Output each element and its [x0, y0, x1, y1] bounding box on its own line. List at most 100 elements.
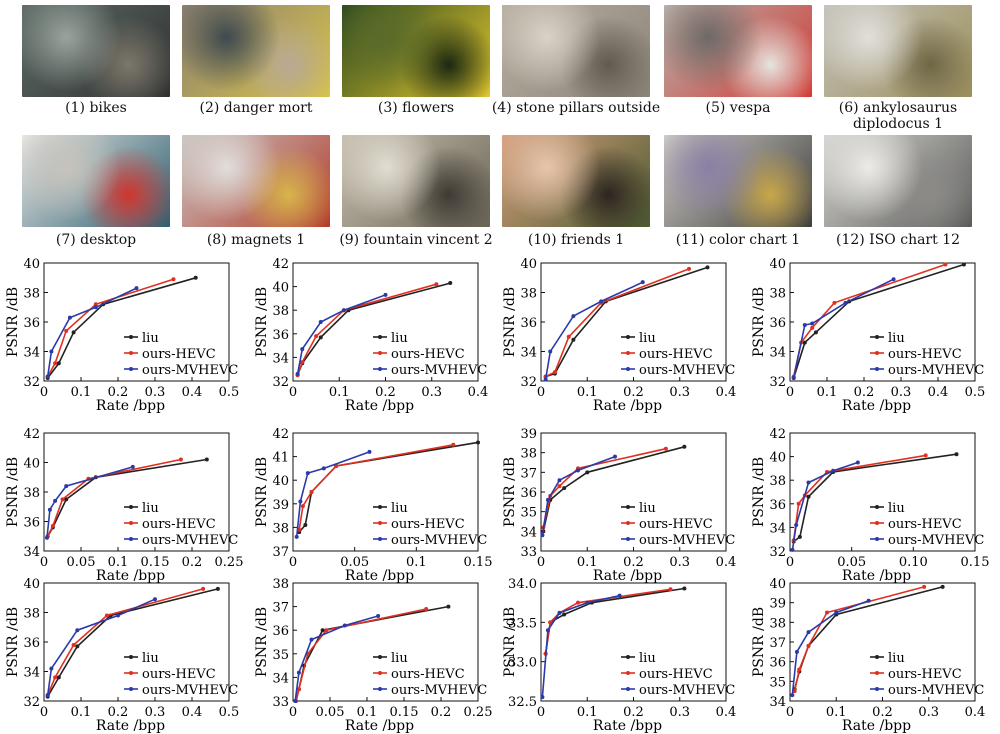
legend-marker: [378, 671, 382, 675]
chart-panel: 0 0.1 0.2 0.3 0.4 32 34 36 38 40 Rate /bpp PSNR /dB…: [502, 257, 736, 414]
legend-label: liu: [888, 331, 905, 346]
data-point: [794, 523, 799, 528]
legend-label: ours-MVHEVC: [142, 363, 238, 378]
legend-marker: [626, 671, 630, 675]
legend-marker: [875, 655, 879, 659]
y-tick-label: 32: [23, 375, 40, 390]
x-axis-label: Rate /bpp: [842, 568, 911, 584]
x-tick-label: 0.15: [390, 705, 419, 720]
data-point: [71, 642, 76, 647]
thumbnail-caption: (6) ankylosaurus diplodocus 1: [838, 100, 958, 132]
data-point: [682, 586, 687, 591]
data-point: [56, 361, 61, 366]
y-tick-label: 40: [769, 577, 786, 592]
legend-marker: [129, 537, 133, 541]
legend-label: ours-MVHEVC: [391, 363, 487, 378]
x-tick-label: 0.05: [316, 705, 345, 720]
chart-panel: 0 0.1 0.2 0.3 0.4 0.5 32 34 36 38 40 Rate /bpp PSNR …: [751, 257, 985, 414]
data-point: [552, 370, 557, 375]
x-tick-label: 0.2: [623, 555, 644, 570]
thumbnail-caption: (1) bikes: [65, 100, 127, 116]
y-tick-label: 32: [520, 375, 537, 390]
thumbnail-image: [824, 135, 972, 227]
data-point: [178, 457, 183, 462]
data-point: [576, 600, 580, 605]
data-point: [562, 612, 567, 617]
data-point: [93, 302, 98, 307]
x-tick-label: 0.05: [67, 555, 96, 570]
data-point: [557, 478, 562, 483]
data-point: [446, 604, 451, 609]
legend-marker: [129, 505, 133, 509]
x-tick-label: 0.3: [145, 385, 166, 400]
data-point: [954, 452, 959, 457]
data-point: [296, 687, 301, 692]
x-tick-label: 0: [289, 385, 297, 400]
data-point: [383, 292, 388, 297]
legend-marker: [378, 367, 382, 371]
legend-label: liu: [391, 651, 408, 666]
chart-panel: 0 0.1 0.2 0.3 0.4 0.5 32 34 36 38 40 Rate /bpp PSNR …: [5, 257, 239, 414]
y-tick-label: 39: [769, 597, 786, 612]
data-point: [309, 637, 314, 642]
y-axis-label: PSNR /dB: [254, 607, 270, 677]
series-line-liu: [544, 587, 685, 654]
legend-marker: [626, 687, 630, 691]
data-point: [318, 335, 323, 340]
y-tick-label: 32: [272, 375, 289, 390]
legend-marker: [378, 521, 382, 525]
y-tick-label: 38: [23, 486, 40, 501]
x-tick-label: 0: [289, 555, 297, 570]
legend-label: liu: [391, 331, 408, 346]
legend-marker: [129, 655, 133, 659]
x-axis-label: Rate /bpp: [96, 718, 165, 734]
data-point: [215, 586, 220, 591]
y-tick-label: 40: [520, 257, 537, 272]
x-axis-label: Rate /bpp: [593, 718, 662, 734]
data-point: [940, 584, 945, 589]
data-point: [300, 347, 305, 352]
y-tick-label: 40: [23, 257, 40, 272]
x-tick-label: 0.2: [623, 385, 644, 400]
data-point: [295, 371, 300, 376]
data-point: [434, 282, 439, 287]
x-tick-label: 0.1: [817, 385, 838, 400]
y-tick-label: 33.0: [508, 656, 537, 671]
data-point: [790, 693, 795, 698]
thumbnail-caption: (5) vespa: [705, 100, 771, 116]
thumbnail-image: [664, 5, 812, 97]
legend-marker: [875, 687, 879, 691]
data-point: [47, 507, 52, 512]
y-axis-label: PSNR /dB: [751, 287, 767, 357]
legend-marker: [378, 335, 382, 339]
data-point: [71, 330, 76, 335]
thumbnail-caption: (12) ISO chart 12: [835, 232, 961, 248]
legend-marker: [129, 687, 133, 691]
x-axis-label: Rate /bpp: [96, 568, 165, 584]
data-point: [961, 262, 966, 267]
data-point: [64, 497, 69, 502]
x-tick-label: 0.1: [406, 555, 427, 570]
y-axis-label: PSNR /dB: [751, 607, 767, 677]
y-axis-label: PSNR /dB: [254, 457, 270, 527]
data-point: [171, 277, 176, 282]
data-point: [802, 340, 807, 345]
legend-label: liu: [888, 651, 905, 666]
x-tick-label: 0.3: [669, 555, 690, 570]
legend-marker: [875, 335, 879, 339]
thumbnail-image: [22, 5, 170, 97]
x-tick-label: 0.4: [716, 385, 737, 400]
x-tick-label: 0: [537, 385, 545, 400]
data-point: [891, 277, 896, 282]
data-point: [193, 275, 198, 280]
thumbnail-image: [502, 5, 650, 97]
legend-marker: [378, 505, 382, 509]
data-point: [44, 535, 49, 540]
y-tick-label: 33: [272, 695, 289, 710]
y-tick-label: 34: [769, 521, 786, 536]
y-tick-label: 40: [769, 451, 786, 466]
data-point: [613, 454, 617, 459]
x-tick-label: 0.1: [71, 705, 92, 720]
data-point: [562, 486, 567, 491]
x-tick-label: 0.4: [716, 705, 737, 720]
